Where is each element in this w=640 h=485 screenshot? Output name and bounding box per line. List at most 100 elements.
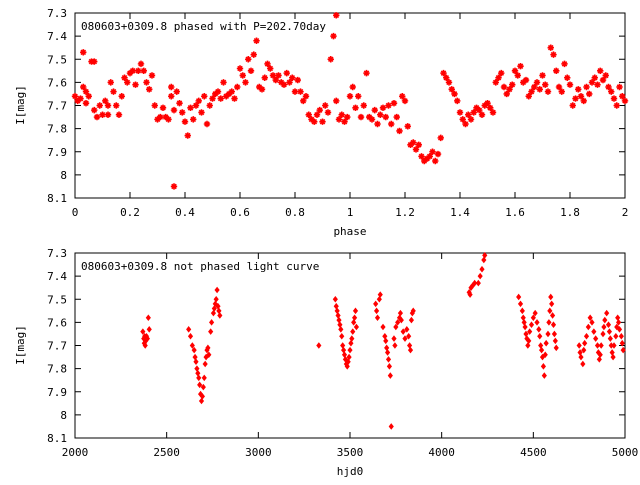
phased-data-point: [608, 88, 615, 95]
phased-data-point: [239, 72, 246, 79]
phased-data-point: [168, 93, 175, 100]
phased-data-point: [385, 102, 392, 109]
unphased-data-point: [339, 332, 345, 340]
phased-x-tick-label: 2: [622, 206, 629, 219]
unphased-data-point: [527, 328, 533, 335]
phased-data-point: [209, 95, 216, 102]
phased-data-point: [256, 83, 263, 91]
phased-data-point: [434, 150, 442, 158]
unphased-x-tick-label: 4000: [428, 446, 455, 459]
phased-data-point: [597, 67, 604, 75]
unphased-data-point: [406, 332, 412, 340]
phased-data-point: [335, 116, 343, 123]
unphased-data-point: [338, 326, 344, 333]
phased-data-point: [319, 118, 326, 125]
unphased-data-point: [212, 300, 218, 308]
unphased-y-tick-label: 8.1: [47, 432, 67, 445]
phased-data-point: [137, 60, 145, 68]
unphased-data-point: [194, 365, 200, 372]
phased-data-point: [421, 157, 428, 165]
phased-y-tick-label: 7.9: [47, 146, 67, 159]
unphased-data-point: [479, 265, 485, 273]
phased-data-point: [203, 120, 211, 128]
phased-data-point: [429, 148, 436, 155]
unphased-data-point: [199, 393, 205, 400]
phased-y-tick-label: 7.7: [47, 100, 67, 113]
unphased-data-point: [582, 339, 588, 347]
unphased-data-point: [541, 372, 547, 379]
unphased-data-point: [347, 346, 353, 354]
phased-data-point: [91, 58, 98, 65]
unphased-data-point: [539, 346, 545, 354]
phased-data-point: [368, 116, 376, 123]
phased-data-point: [91, 106, 98, 114]
unphased-x-tick-label: 5000: [612, 446, 639, 459]
phased-data-point: [506, 86, 513, 93]
phased-data-point: [170, 183, 178, 190]
phased-data-point: [443, 74, 450, 81]
phased-data-point: [484, 99, 491, 107]
unphased-data-point: [374, 307, 380, 315]
phased-data-point: [107, 79, 114, 86]
phased-data-point: [140, 67, 147, 75]
unphased-data-point: [525, 342, 531, 349]
phased-data-point: [599, 76, 607, 84]
phased-data-point: [132, 81, 139, 88]
phased-data-point: [330, 32, 337, 40]
phased-data-point: [500, 83, 508, 91]
phased-data-point: [181, 118, 189, 125]
phased-data-point: [198, 109, 205, 116]
unphased-data-point: [516, 293, 522, 301]
unphased-x-tick-label: 2500: [153, 446, 180, 459]
unphased-data-point: [189, 342, 195, 349]
phased-data-point: [591, 74, 598, 81]
phased-data-point: [192, 102, 200, 109]
phased-data-point: [404, 123, 411, 130]
unphased-data-point: [540, 363, 546, 370]
phased-data-point: [448, 86, 455, 93]
unphased-data-point: [209, 319, 215, 326]
unphased-data-point: [581, 346, 587, 354]
unphased-data-point: [352, 307, 359, 315]
unphased-data-point: [213, 295, 219, 303]
phased-data-point: [564, 74, 571, 81]
phased-data-point: [269, 72, 277, 79]
unphased-data-point: [402, 335, 408, 342]
unphased-data-point: [519, 307, 525, 315]
phased-data-point: [525, 93, 532, 100]
phased-data-point: [220, 79, 227, 86]
phased-data-point: [407, 141, 414, 149]
phased-data-point: [85, 93, 92, 100]
phased-data-point: [236, 65, 244, 72]
phased-data-point: [245, 56, 252, 63]
unphased-data-point: [548, 293, 554, 301]
phased-data-point: [151, 102, 158, 109]
phased-x-tick-label: 0.6: [230, 206, 250, 219]
unphased-data-point: [202, 360, 208, 368]
phased-data-point: [366, 113, 373, 121]
phased-x-tick-label: 1.4: [450, 206, 470, 219]
phased-data-point: [418, 153, 425, 160]
unphased-data-point: [606, 328, 612, 335]
unphased-data-point: [334, 307, 340, 315]
unphased-data-point: [344, 363, 350, 370]
unphased-data-point: [388, 423, 394, 430]
phased-data-point: [338, 111, 345, 118]
phased-data-point: [267, 65, 274, 72]
phased-data-point: [316, 106, 323, 114]
phased-data-point: [602, 72, 609, 79]
phased-data-point: [619, 93, 626, 100]
unphased-data-point: [616, 326, 623, 333]
unphased-data-point: [384, 344, 390, 352]
unphased-data-point: [195, 369, 201, 377]
phased-data-point: [327, 56, 334, 63]
unphased-data-point: [211, 305, 217, 312]
phased-data-point: [613, 102, 620, 109]
phased-data-point: [379, 104, 387, 112]
unphased-data-point: [142, 342, 148, 349]
phased-data-point: [212, 90, 219, 98]
phased-data-point: [168, 83, 175, 91]
phased-data-point: [80, 49, 87, 56]
